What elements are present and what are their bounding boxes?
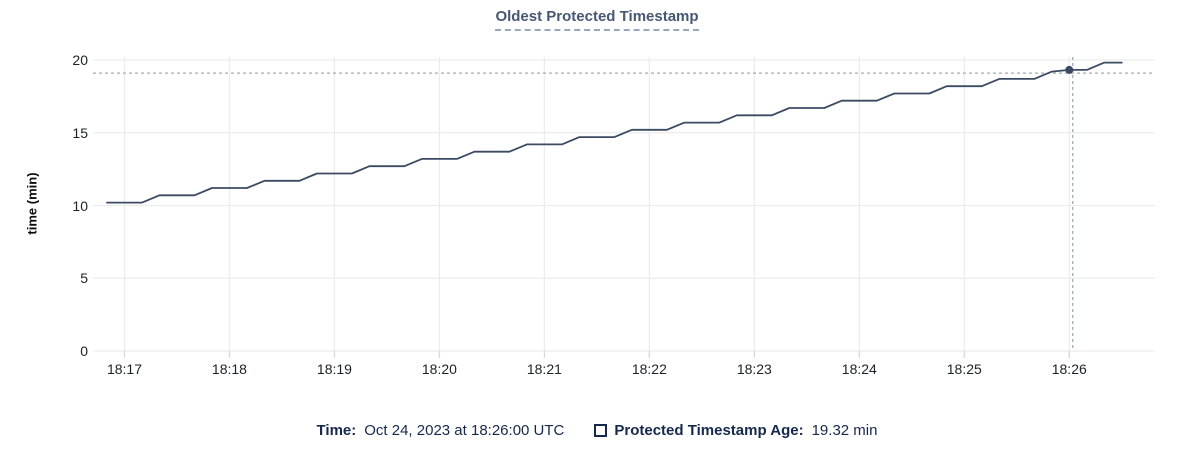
legend-time-label: Time: xyxy=(316,421,357,439)
y-tick-label: 0 xyxy=(80,343,88,359)
x-tick-label: 18:19 xyxy=(316,361,352,377)
chart-plot-area[interactable] xyxy=(0,0,1194,410)
legend-series-label[interactable]: Protected Timestamp Age: xyxy=(614,421,804,439)
chart-header: Oldest Protected Timestamp xyxy=(0,8,1194,31)
x-tick-label: 18:18 xyxy=(211,361,247,377)
chart-title[interactable]: Oldest Protected Timestamp xyxy=(495,8,699,31)
x-tick-label: 18:26 xyxy=(1051,361,1087,377)
series-checkbox[interactable] xyxy=(594,423,608,437)
hover-point-marker xyxy=(1065,65,1074,74)
y-tick-label: 20 xyxy=(72,52,88,68)
hover-crosshair xyxy=(93,57,1155,351)
x-tick-label: 18:22 xyxy=(631,361,667,377)
x-tick-label: 18:23 xyxy=(736,361,772,377)
x-tick-label: 18:20 xyxy=(421,361,457,377)
y-tick-label: 5 xyxy=(80,270,88,287)
y-tick-label: 10 xyxy=(72,197,88,214)
x-tick-label: 18:21 xyxy=(526,361,562,377)
gridlines xyxy=(93,57,1155,358)
x-tick-label: 18:25 xyxy=(946,361,982,377)
series-line xyxy=(106,61,1123,204)
legend-time-value: Oct 24, 2023 at 18:26:00 UTC xyxy=(364,421,565,439)
x-tick-label: 18:24 xyxy=(841,361,877,377)
x-tick-label: 18:17 xyxy=(106,361,142,377)
chart-legend: Time: Oct 24, 2023 at 18:26:00 UTC Prote… xyxy=(0,418,1194,442)
y-tick-label: 15 xyxy=(72,124,88,141)
legend-series-value: 19.32 min xyxy=(811,421,878,439)
plot-hover-surface[interactable] xyxy=(93,60,1155,351)
